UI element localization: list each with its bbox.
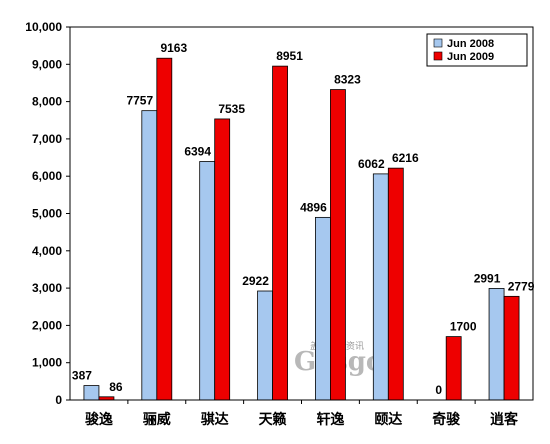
y-tick-label: 10,000 (25, 20, 62, 34)
bar-jun-2009 (387, 167, 404, 401)
data-label: 86 (109, 380, 123, 394)
data-label: 4896 (300, 200, 327, 214)
bar-jun-2009 (330, 89, 346, 401)
x-category-label: 骐达 (201, 411, 229, 428)
legend-label: Jun 2009 (447, 51, 494, 63)
data-label: 2991 (474, 271, 501, 285)
data-label: 2779 (508, 279, 535, 293)
y-tick-label: 2,000 (32, 318, 62, 332)
y-tick-label: 1,000 (32, 356, 62, 370)
data-label: 6216 (392, 151, 419, 165)
legend-label: Jun 2008 (447, 38, 494, 50)
x-category-label: 逍客 (490, 411, 519, 428)
data-label: 0 (435, 383, 442, 397)
x-category-label: 骏逸 (85, 411, 113, 428)
y-tick-label: 9,000 (32, 57, 62, 71)
bar-jun-2008 (315, 216, 331, 401)
bar-jun-2009 (503, 295, 520, 401)
x-category-label: 轩逸 (316, 411, 344, 428)
x-category-label: 颐达 (374, 411, 402, 428)
data-label: 9163 (160, 41, 187, 55)
y-tick-label: 5,000 (32, 207, 62, 221)
bar-jun-2009 (214, 118, 231, 401)
data-label: 2922 (242, 274, 269, 288)
bar-jun-2008 (488, 288, 505, 401)
bar-jun-2009 (272, 65, 288, 401)
legend-swatch (433, 38, 443, 48)
data-label: 387 (72, 369, 92, 383)
bar-jun-2009 (156, 57, 173, 401)
x-category-label: 奇骏 (432, 411, 461, 428)
data-label: 6394 (184, 145, 211, 159)
bar-jun-2008 (257, 290, 273, 401)
data-label: 1700 (450, 320, 477, 334)
data-label: 6062 (358, 157, 385, 171)
y-tick-label: 7,000 (32, 132, 62, 146)
bar-jun-2008 (199, 161, 216, 401)
data-label: 7757 (126, 94, 153, 108)
legend-swatch (433, 51, 443, 61)
x-category-label: 天籁 (259, 411, 287, 428)
data-label: 8951 (276, 49, 303, 63)
y-tick-label: 3,000 (32, 281, 62, 295)
y-tick-label: 6,000 (32, 169, 62, 183)
bar-jun-2008 (83, 385, 100, 401)
x-category-label: 骊威 (143, 411, 171, 428)
bar-jun-2009 (445, 336, 462, 401)
bar-jun-2008 (372, 173, 389, 401)
y-tick-label: 4,000 (32, 244, 62, 258)
legend-box (426, 33, 528, 67)
y-tick-label: 0 (55, 393, 62, 407)
data-label: 7535 (218, 102, 245, 116)
y-tick-label: 8,000 (32, 95, 62, 109)
bar-jun-2008 (141, 110, 158, 401)
data-label: 8323 (334, 73, 361, 87)
